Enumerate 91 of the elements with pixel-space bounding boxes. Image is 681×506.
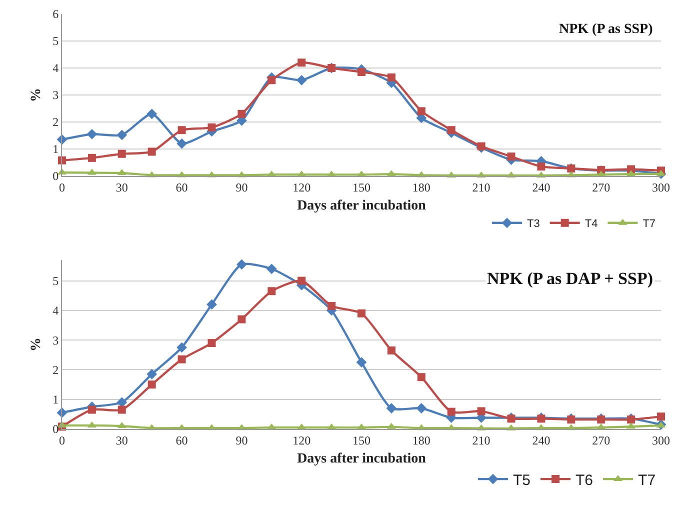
x-tick-label: 270 [592,433,610,448]
legend-label: T4 [584,218,598,230]
point [268,76,276,84]
y-axis-title: % [29,338,44,352]
x-axis-title: Days after incubation [297,198,426,214]
y-tick-label: 1 [52,142,59,156]
x-tick-label: 150 [352,180,370,194]
point [417,107,426,116]
x-tick-label: 90 [236,433,248,448]
point [328,302,336,310]
x-tick-label: 300 [652,433,670,448]
point [178,355,186,364]
y-tick-label: 0 [52,422,59,436]
point [88,406,96,414]
point [268,287,276,296]
x-tick-label: 180 [412,433,430,448]
point [386,403,397,414]
point [356,357,367,368]
point [298,58,306,67]
y-tick-label: 4 [52,61,59,76]
point [238,315,246,324]
x-tick-label: 270 [592,180,610,194]
point [477,142,486,150]
x-tick-label: 210 [472,433,490,448]
point [146,368,158,380]
text: NPK (P as SSP) [559,22,654,37]
point [657,412,665,421]
y-tick-label: 3 [52,333,59,348]
point [208,339,216,348]
point [88,154,96,162]
point [236,259,247,270]
point [477,407,486,416]
x-tick-label: 60 [176,433,188,448]
point [358,309,366,318]
point [176,342,187,353]
x-axis-title: Days after incubation [297,452,426,467]
x-tick-label: 120 [292,433,311,448]
point [447,126,456,134]
point [118,406,126,414]
y-tick-label: 5 [52,34,59,48]
point [537,162,546,171]
point [507,152,516,161]
point [358,68,366,76]
point [387,346,396,354]
y-tick-label: 2 [52,115,59,130]
point [416,403,427,414]
y-axis-title: % [29,88,44,102]
legend-label: T6 [576,472,594,489]
legend-label: T3 [527,218,540,230]
point [86,128,98,140]
point [238,110,246,118]
x-tick-label: 120 [292,180,311,194]
point [597,416,606,424]
x-tick-label: 300 [652,180,670,194]
point [627,416,636,424]
y-tick-label: 0 [52,169,59,184]
y-tick-label: 4 [52,304,59,318]
point [208,123,216,132]
legend-label: T7 [638,472,656,489]
x-tick-label: 180 [412,180,430,194]
point [176,138,187,149]
y-tick-label: 5 [52,274,59,288]
point [116,130,128,140]
point [296,74,307,86]
legend-label: T7 [642,218,656,230]
point [148,148,156,156]
x-tick-label: 30 [116,180,128,194]
point [178,126,186,134]
point [447,408,456,416]
point [118,150,126,158]
x-tick-label: 60 [176,180,188,194]
x-tick-label: 240 [532,180,550,194]
point [567,416,576,424]
legend-label: T5 [513,472,531,489]
x-tick-label: 210 [472,180,490,194]
point [148,380,156,389]
point [417,373,426,382]
point [387,73,396,82]
x-tick-label: 240 [532,433,550,448]
x-tick-label: 90 [236,180,248,194]
point [266,264,277,274]
point [298,276,306,285]
y-tick-label: 6 [52,7,59,22]
text: NPK (P as DAP + SSP) [487,269,653,288]
point [146,108,158,120]
point [206,299,217,310]
y-tick-label: 1 [52,392,59,407]
x-tick-label: 150 [352,433,370,448]
y-tick-label: 3 [52,88,59,102]
x-tick-label: 30 [116,433,128,448]
y-tick-label: 2 [52,362,59,377]
